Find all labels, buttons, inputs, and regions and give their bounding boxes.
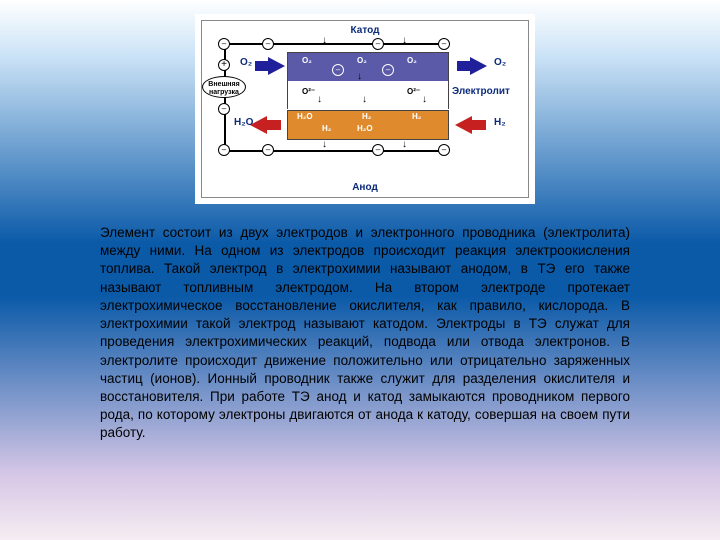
down-arrow-icon: ↓ (402, 139, 407, 150)
down-arrow-icon: ↓ (402, 35, 407, 46)
electron-icon: – (218, 38, 230, 50)
species-h2o-2: H₂O (357, 124, 373, 133)
electron-icon: – (372, 144, 384, 156)
electron-icon: – (438, 38, 450, 50)
species-h2-3: H₂ (412, 112, 421, 121)
electron-icon: – (382, 64, 394, 76)
electron-icon: – (372, 38, 384, 50)
diagram-frame: Катод Анод Электролит O₂ H₂ O₂ H₂O Внешн… (201, 20, 529, 198)
label-cathode: Катод (351, 25, 380, 36)
species-o2m-1: O²⁻ (302, 87, 315, 96)
species-h2-2: H₂ (362, 112, 371, 121)
fuel-cell-diagram: Катод Анод Электролит O₂ H₂ O₂ H₂O Внешн… (195, 14, 535, 204)
species-o2m-2: O²⁻ (407, 87, 420, 96)
label-o2-in: O₂ (240, 57, 252, 68)
species-o2-3: O₂ (407, 56, 417, 65)
down-arrow-icon: ↓ (317, 94, 322, 105)
electron-icon: – (218, 103, 230, 115)
electron-icon: – (438, 144, 450, 156)
down-arrow-icon: ↓ (322, 35, 327, 46)
wire-top (224, 43, 444, 45)
electron-icon: – (218, 144, 230, 156)
arrow-h2-in (455, 116, 472, 134)
label-o2-out: O₂ (494, 57, 506, 68)
species-h2o-1: H₂O (297, 112, 313, 121)
electron-icon: – (332, 64, 344, 76)
electron-icon: – (262, 144, 274, 156)
species-o2-1: O₂ (302, 56, 312, 65)
external-load-label: Внешняя нагрузка (202, 76, 246, 98)
down-arrow-icon: ↓ (362, 94, 367, 105)
down-arrow-icon: ↓ (422, 94, 427, 105)
label-h2-in: H₂ (494, 117, 506, 128)
down-arrow-icon: ↓ (357, 71, 362, 82)
label-electrolyte: Электролит (452, 86, 510, 97)
plus-icon: + (218, 59, 230, 71)
slide: Катод Анод Электролит O₂ H₂ O₂ H₂O Внешн… (0, 0, 720, 540)
description-paragraph: Элемент состоит из двух электродов и эле… (100, 224, 630, 443)
wire-bottom (224, 150, 444, 152)
species-h2-1: H₂ (322, 124, 331, 133)
label-anode: Анод (352, 182, 378, 193)
arrow-h2o-out (250, 116, 267, 134)
arrow-o2-out (470, 57, 487, 75)
electron-icon: – (262, 38, 274, 50)
down-arrow-icon: ↓ (322, 139, 327, 150)
species-o2-2: O₂ (357, 56, 367, 65)
arrow-o2-in (268, 57, 285, 75)
